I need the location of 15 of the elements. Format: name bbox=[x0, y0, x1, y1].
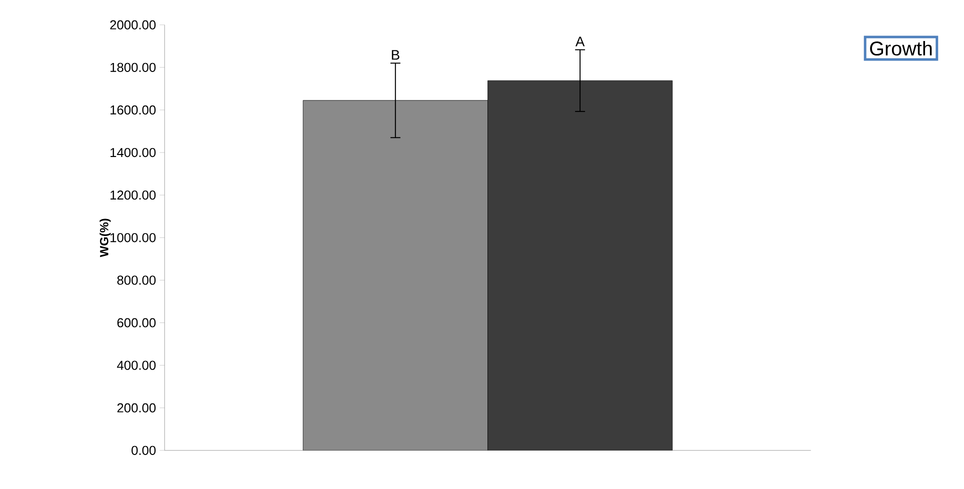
text: Growth bbox=[870, 40, 932, 56]
y-tick-label: 2000.00 bbox=[110, 20, 156, 30]
y-tick-label: 200.00 bbox=[117, 403, 156, 412]
y-tick-label: 600.00 bbox=[117, 318, 156, 328]
y-tick-label: 0.00 bbox=[132, 446, 156, 455]
annotation: A bbox=[575, 36, 585, 46]
y-tick-label: 800.00 bbox=[117, 276, 156, 285]
y-tick-label: 1200.00 bbox=[110, 190, 156, 200]
annotation: B bbox=[392, 50, 400, 60]
y-tick-label: 1800.00 bbox=[110, 62, 156, 72]
y-tick-label: 1000.00 bbox=[110, 232, 156, 242]
y-tick-label: 400.00 bbox=[117, 360, 156, 370]
y-tick-label: 1400.00 bbox=[110, 148, 156, 157]
y-tick-label: 1600.00 bbox=[110, 105, 156, 114]
y-axis-title: WG(%) bbox=[100, 218, 111, 257]
